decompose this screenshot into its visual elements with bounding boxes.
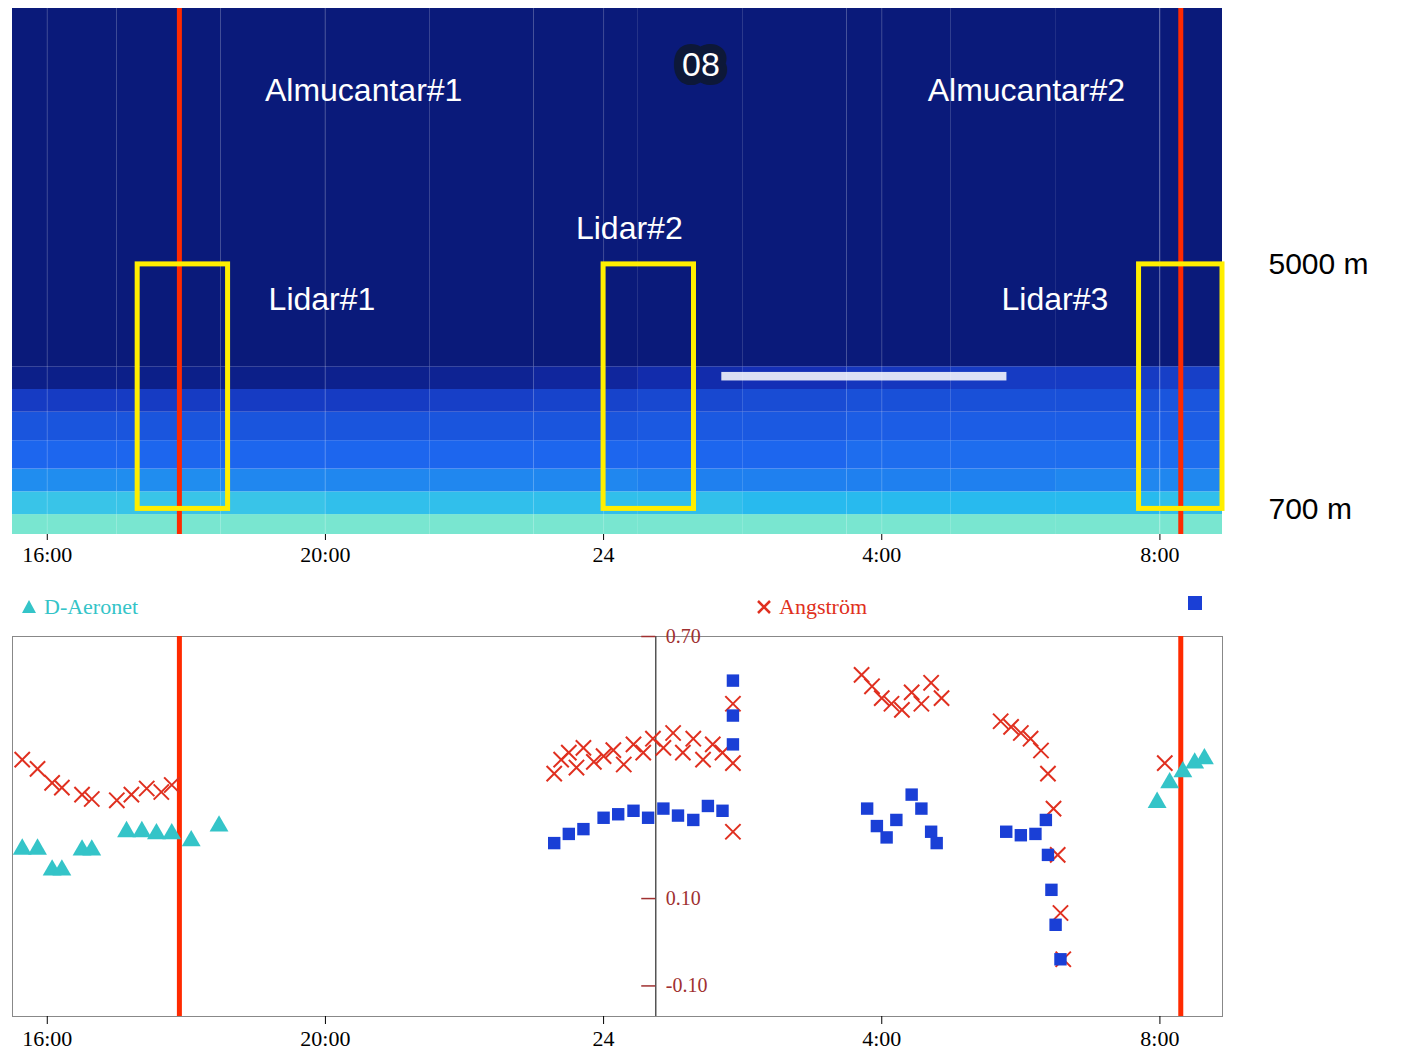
html-text:D-Aeronet: D-Aeronet (44, 594, 139, 619)
svg-text:Lidar#3: Lidar#3 (1002, 281, 1109, 317)
svg-text:5000 m: 5000 m (1269, 247, 1369, 280)
svg-text:700 m: 700 m (1269, 492, 1352, 525)
svg-text:4:00: 4:00 (862, 542, 901, 567)
svg-text:Lidar#2: Lidar#2 (576, 210, 683, 246)
svg-text:20:00: 20:00 (300, 542, 350, 567)
svg-text:Almucantar#1: Almucantar#1 (265, 72, 462, 108)
svg-text:0.70: 0.70 (666, 625, 701, 647)
svg-text:16:00: 16:00 (22, 542, 72, 567)
svg-text:-0.10: -0.10 (666, 974, 708, 996)
svg-text:08: 08 (682, 45, 720, 83)
svg-text:Lidar#1: Lidar#1 (269, 281, 376, 317)
svg-text:20:00: 20:00 (300, 1026, 350, 1051)
html-text:Angström: Angström (779, 594, 867, 619)
svg-text:16:00: 16:00 (22, 1026, 72, 1051)
svg-text:24: 24 (593, 542, 615, 567)
svg-text:4:00: 4:00 (862, 1026, 901, 1051)
svg-text:0.10: 0.10 (666, 887, 701, 909)
svg-text:24: 24 (593, 1026, 615, 1051)
svg-text:Almucantar#2: Almucantar#2 (928, 72, 1125, 108)
svg-text:8:00: 8:00 (1140, 542, 1179, 567)
svg-text:8:00: 8:00 (1140, 1026, 1179, 1051)
